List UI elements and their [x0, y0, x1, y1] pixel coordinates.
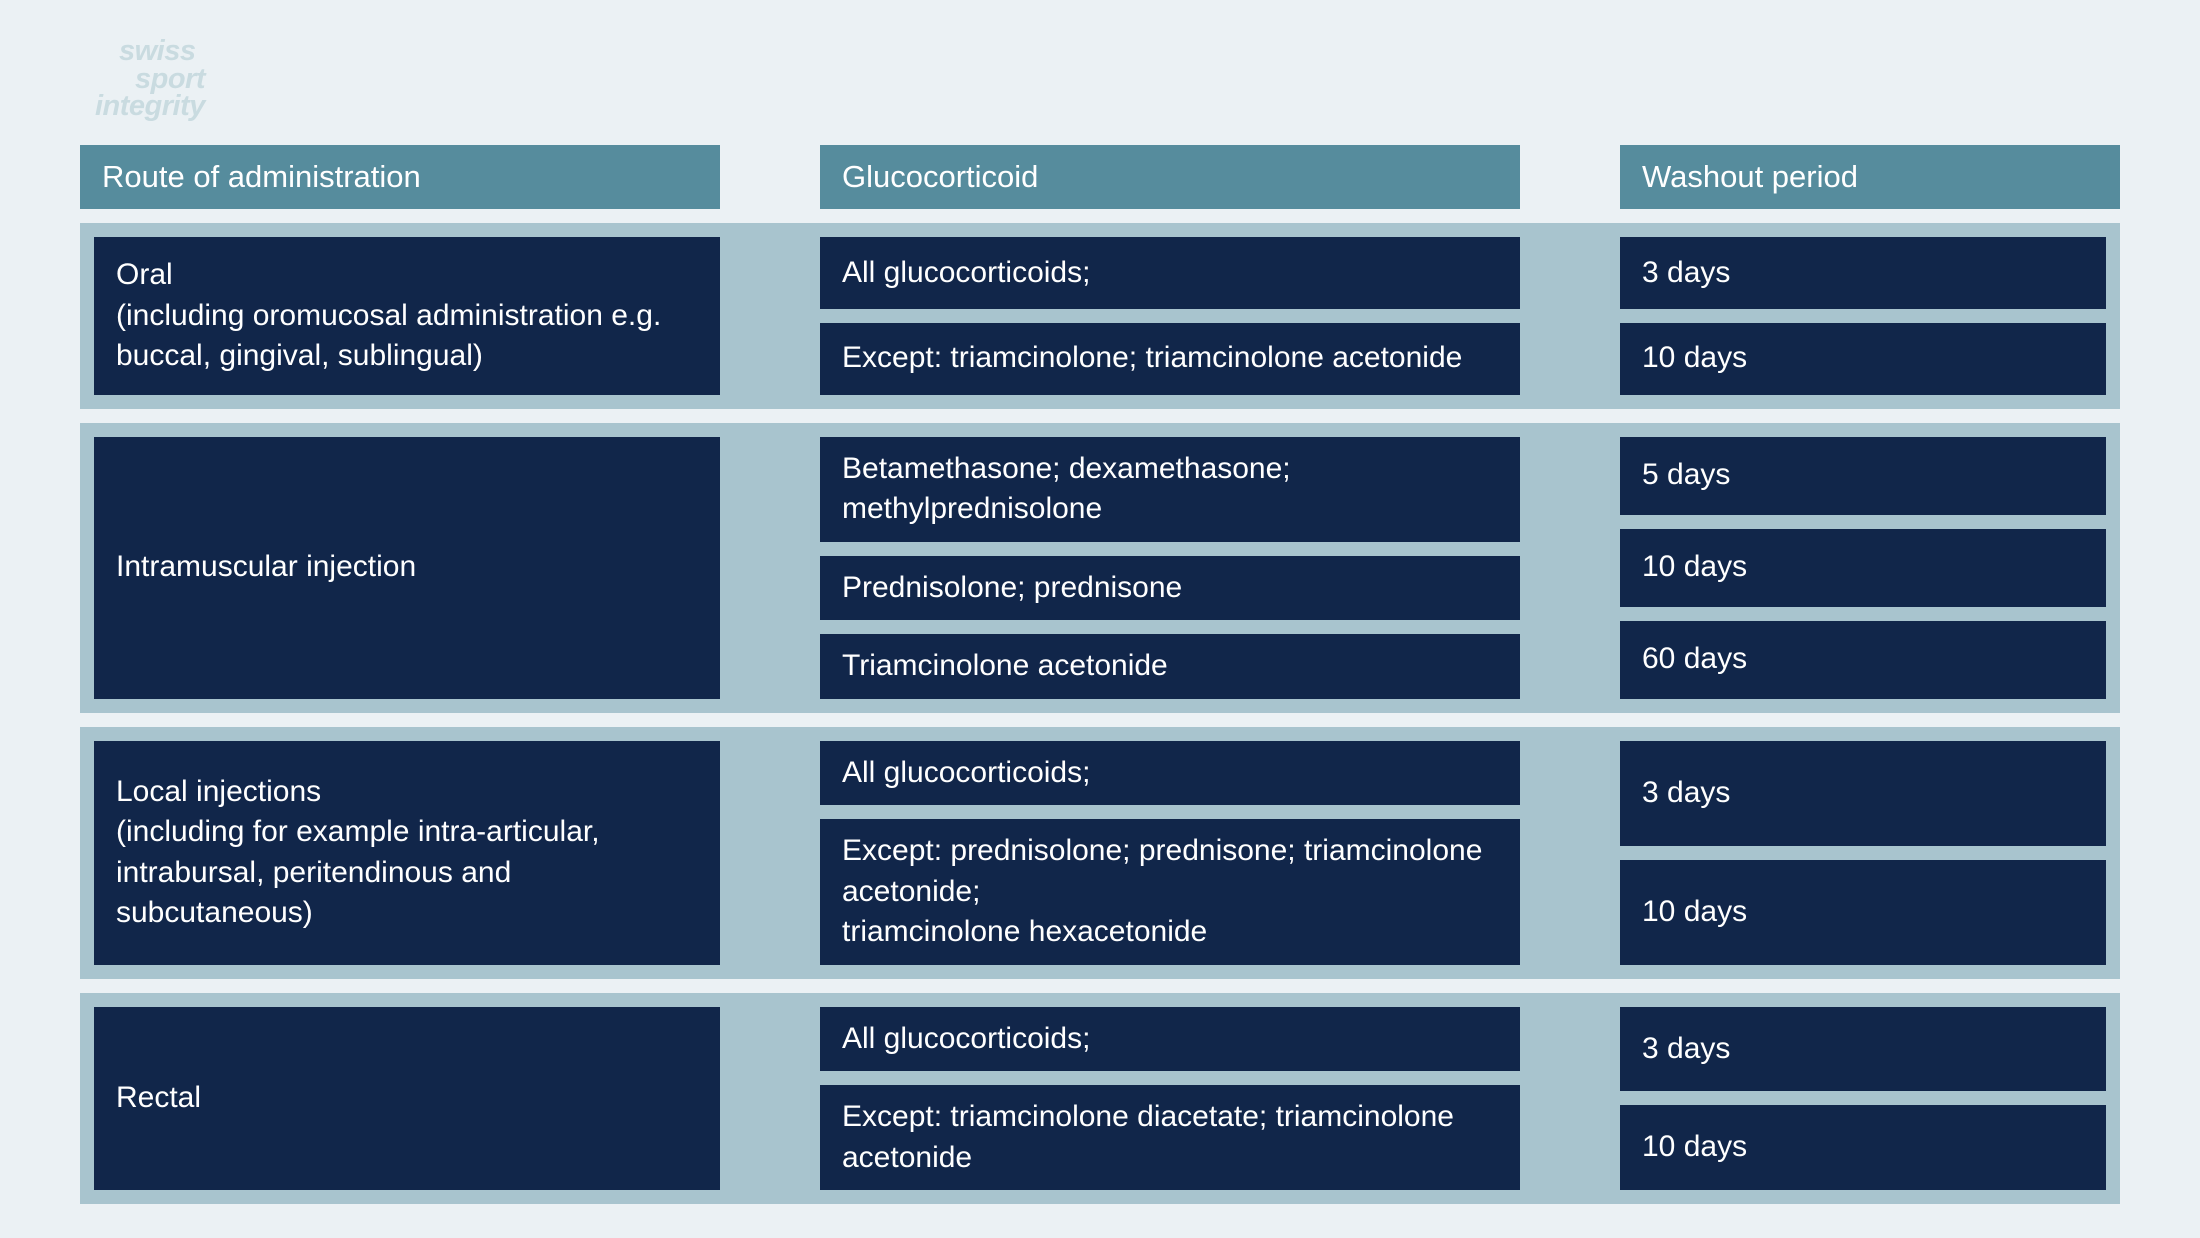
- glucocorticoid-column: All glucocorticoids; Except: triamcinolon…: [820, 1007, 1520, 1191]
- section-gap: [720, 1007, 820, 1191]
- section-gap: [1520, 237, 1620, 395]
- washout-cell: 10 days: [1620, 529, 2106, 607]
- logo-line-3: integrity: [95, 93, 205, 121]
- section-gap: [1520, 1007, 1620, 1191]
- glucocorticoid-cell: Prednisolone; prednisone: [820, 556, 1520, 621]
- header-route: Route of administration: [80, 145, 720, 209]
- washout-cell: 5 days: [1620, 437, 2106, 515]
- glucocorticoid-column: All glucocorticoids; Except: triamcinolon…: [820, 237, 1520, 395]
- route-cell: Local injections (including for example …: [94, 741, 720, 965]
- section-gap: [720, 237, 820, 395]
- table-section: Rectal All glucocorticoids; Except: triamc…: [80, 993, 2120, 1205]
- washout-column: 3 days 10 days: [1620, 1007, 2106, 1191]
- glucocorticoid-column: All glucocorticoids; Except: prednisolone…: [820, 741, 1520, 965]
- glucocorticoid-cell: Except: prednisolone; prednisone; triamc…: [820, 819, 1520, 965]
- section-gap: [720, 741, 820, 965]
- route-cell: Intramuscular injection: [94, 437, 720, 699]
- washout-column: 3 days 10 days: [1620, 237, 2106, 395]
- logo-line-1: swiss: [95, 38, 205, 66]
- logo: swiss sport integrity: [95, 38, 205, 121]
- table-container: Route of administration Glucocorticoid W…: [80, 145, 2120, 1218]
- table-section: Local injections (including for example …: [80, 727, 2120, 979]
- washout-cell: 60 days: [1620, 621, 2106, 699]
- logo-line-2: sport: [95, 66, 205, 94]
- route-cell: Oral (including oromucosal administratio…: [94, 237, 720, 395]
- washout-cell: 10 days: [1620, 1105, 2106, 1190]
- sections-mount: Oral (including oromucosal administratio…: [80, 223, 2120, 1204]
- washout-cell: 10 days: [1620, 323, 2106, 395]
- table-section: Intramuscular injection Betamethasone; de…: [80, 423, 2120, 713]
- route-cell: Rectal: [94, 1007, 720, 1191]
- glucocorticoid-cell: Except: triamcinolone; triamcinolone ace…: [820, 323, 1520, 395]
- glucocorticoid-cell: All glucocorticoids;: [820, 1007, 1520, 1072]
- glucocorticoid-cell: All glucocorticoids;: [820, 237, 1520, 309]
- header-washout: Washout period: [1620, 145, 2120, 209]
- washout-cell: 3 days: [1620, 741, 2106, 846]
- section-gap: [1520, 741, 1620, 965]
- glucocorticoid-cell: Triamcinolone acetonide: [820, 634, 1520, 699]
- glucocorticoid-column: Betamethasone; dexamethasone; methylpred…: [820, 437, 1520, 699]
- section-gap: [720, 437, 820, 699]
- glucocorticoid-cell: Betamethasone; dexamethasone; methylpred…: [820, 437, 1520, 542]
- header-gap: [720, 145, 820, 209]
- washout-column: 3 days 10 days: [1620, 741, 2106, 965]
- glucocorticoid-cell: Except: triamcinolone diacetate; triamci…: [820, 1085, 1520, 1190]
- header-gap: [1520, 145, 1620, 209]
- table-header-row: Route of administration Glucocorticoid W…: [80, 145, 2120, 209]
- section-gap: [1520, 437, 1620, 699]
- table-section: Oral (including oromucosal administratio…: [80, 223, 2120, 409]
- washout-cell: 3 days: [1620, 237, 2106, 309]
- header-glucocorticoid: Glucocorticoid: [820, 145, 1520, 209]
- washout-column: 5 days 10 days 60 days: [1620, 437, 2106, 699]
- glucocorticoid-cell: All glucocorticoids;: [820, 741, 1520, 806]
- washout-cell: 10 days: [1620, 860, 2106, 965]
- washout-cell: 3 days: [1620, 1007, 2106, 1092]
